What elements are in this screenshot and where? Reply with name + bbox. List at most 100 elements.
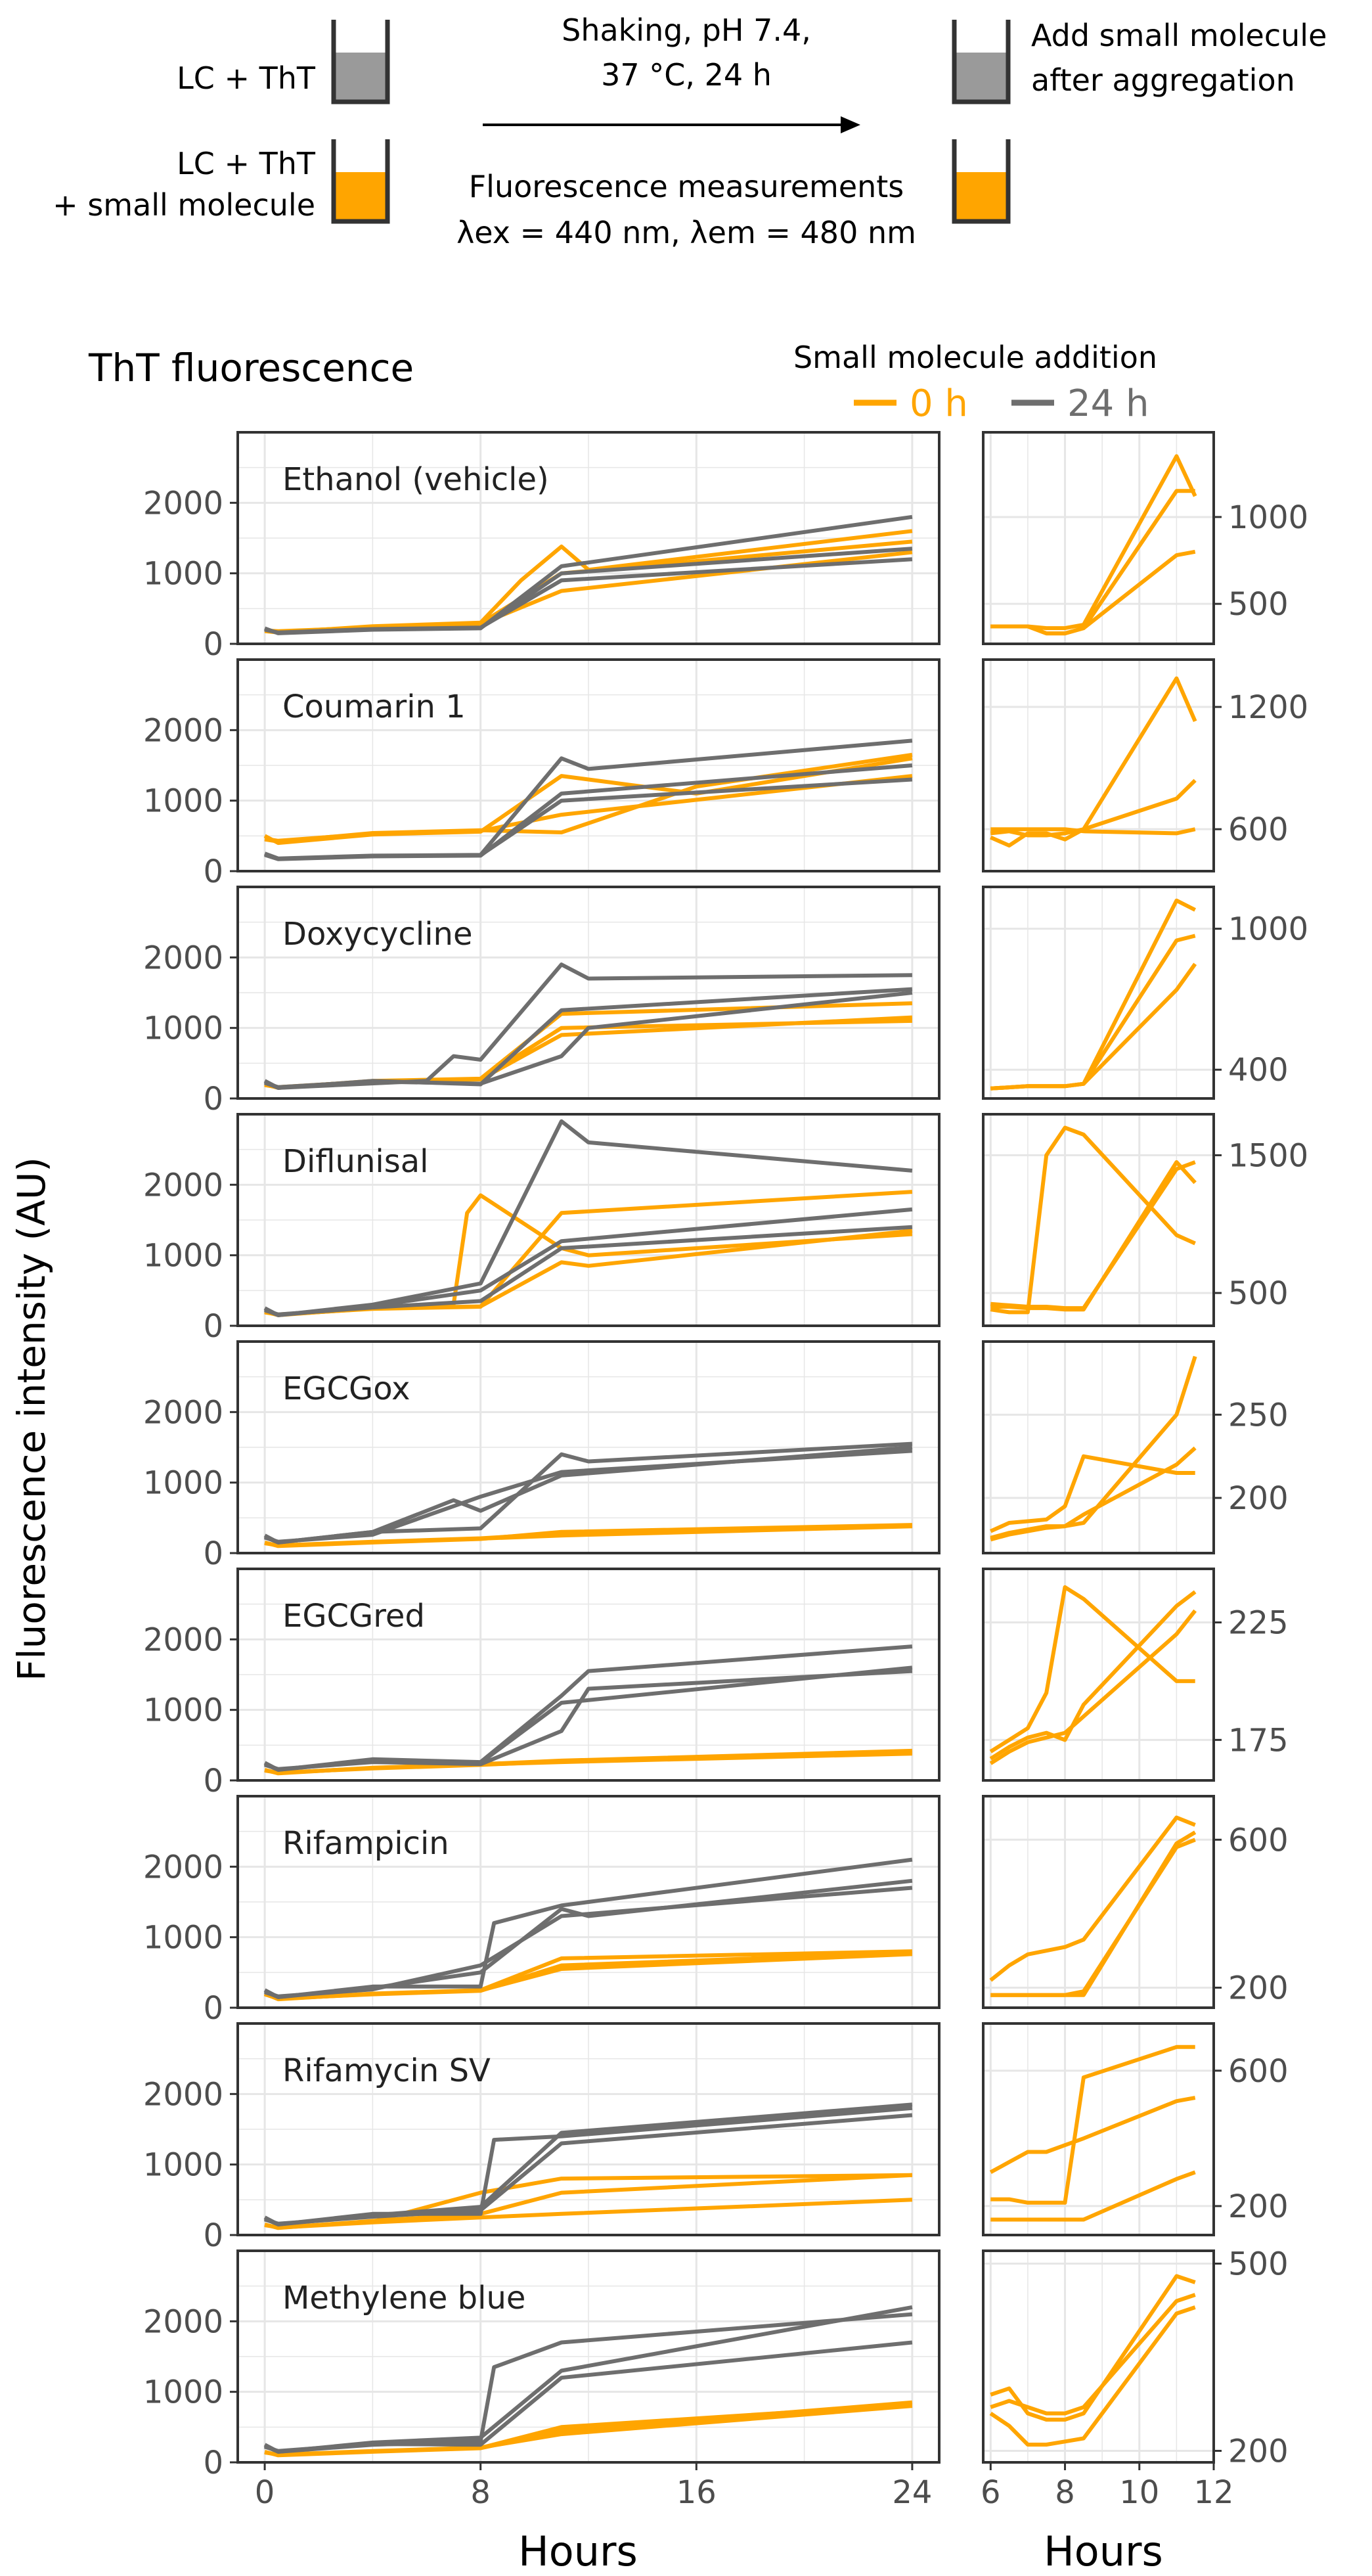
inset-x-tick-label: 6 [981,2474,1001,2511]
main-series-24h [264,1449,913,1544]
conditions-line1: Shaking, pH 7.4, [562,12,811,48]
inset-y-tick-label: 1000 [1228,911,1308,948]
main-series-24h [264,1886,913,1999]
legend-label-0h: 0 h [910,382,968,425]
main-y-tick-label: 1000 [143,2147,223,2184]
process-arrow [483,116,860,133]
main-y-tick-label: 1000 [143,1238,223,1275]
inset-y-tick-label: 200 [1228,2188,1289,2225]
main-plot-frame [236,2022,940,2236]
inset-x-tick-label: 12 [1193,2474,1233,2511]
inset-y-tick-label: 1200 [1228,689,1308,726]
main-y-tick-label: 0 [203,1535,223,1572]
inset-plot-bg [983,2251,1214,2462]
inset-series-0h [990,1125,1196,1315]
inset-series-0h [990,1830,1197,1997]
main-y-tick-label: 2000 [143,2303,223,2340]
main-series-24h [264,777,913,861]
panel-label: Doxycycline [282,916,472,953]
main-y-tick-label: 1000 [143,1692,223,1729]
panel-label: EGCGred [282,1598,425,1635]
schematic-row1-label: LC + ThT [177,60,316,96]
inset-y-tick-label: 1500 [1228,1137,1308,1174]
inset-plot-frame [982,1568,1215,1782]
inset-y-tick-label: 600 [1228,2053,1289,2090]
legend-title: Small molecule addition [793,340,1157,375]
main-y-tick-label: 1000 [143,1920,223,1956]
inset-y-tick-label: 200 [1228,1480,1289,1517]
inset-series-0h [990,2170,1196,2222]
inset-x-tick-label: 10 [1119,2474,1159,2511]
schematic-row2-label-line1: LC + ThT [177,146,316,181]
main-y-tick-label: 2000 [143,2076,223,2113]
main-plot-frame [236,431,940,645]
main-y-tick-label: 2000 [143,712,223,749]
figure-title: ThT fluorescence [88,346,414,390]
main-y-tick-label: 2000 [143,1849,223,1886]
main-y-tick-label: 0 [203,2217,223,2254]
inset-series-0h [990,2293,1196,2416]
inset-y-tick-label: 200 [1228,1970,1289,2006]
main-y-tick-label: 1000 [143,1465,223,1502]
inset-plot-bg [983,1114,1214,1326]
main-y-tick-label: 2000 [143,1621,223,1658]
main-y-tick-label: 1000 [143,556,223,593]
inset-y-tick-label: 500 [1228,1275,1289,1312]
main-x-tick-label: 24 [892,2474,932,2511]
inset-y-tick-label: 175 [1228,1722,1289,1759]
main-series-24h [264,1225,913,1317]
inset-y-tick-label: 225 [1228,1605,1289,1642]
inset-plot-frame [982,2249,1215,2464]
main-series-24h [264,2113,913,2226]
panel-0: 0 1000 2000 Ethanol (vehicle) 500 1000 [143,431,1308,663]
inset-plot-frame [982,1340,1215,1554]
panel-3: 0 1000 2000 Diflunisal 500 1500 [143,1113,1308,1345]
main-y-tick-label: 1000 [143,2374,223,2411]
main-series-24h [264,991,913,1089]
panel-label: EGCGox [282,1370,410,1407]
inset-plot-bg [983,1796,1214,2008]
add-line2: after aggregation [1031,62,1295,98]
main-plot-frame [236,2249,940,2464]
main-plot-frame [236,1113,940,1327]
inset-series-0h [990,2274,1196,2422]
inset-plot-frame [982,886,1215,1100]
panel-6: 0 1000 2000 Rifampicin 200 600 [143,1795,1289,2027]
main-series-0h [264,1524,912,1548]
inset-y-tick-label: 500 [1228,2246,1289,2283]
main-plot-frame [236,658,940,872]
inset-series-0h [989,1585,1195,1753]
inset-series-0h [989,2305,1196,2447]
panel-7: 0 1000 2000 Rifamycin SV 200 600 [143,2022,1289,2254]
panel-label: Methylene blue [282,2280,525,2316]
inset-y-tick-label: 600 [1228,1822,1289,1859]
inset-series-0h [990,2045,1195,2205]
main-y-tick-label: 0 [203,1308,223,1345]
inset-series-0h [989,1609,1197,1765]
legend: 0 h 24 h [854,382,1149,425]
main-y-tick-label: 2000 [143,939,223,976]
vial-lc-tht-small-molecule [331,139,390,224]
main-series-0h [264,1751,912,1775]
main-y-tick-label: 2000 [143,1167,223,1204]
main-y-tick-label: 2000 [143,1394,223,1431]
add-line1: Add small molecule [1031,18,1327,53]
schematic: LC + ThT LC + ThT + small molecule Shaki… [53,12,1327,250]
legend-label-24h: 24 h [1067,382,1149,425]
inset-series-0h [990,779,1197,838]
vial-lc-tht [331,20,390,104]
main-plot-frame [236,1795,940,2009]
inset-plot-bg [983,2023,1214,2235]
inset-y-tick-label: 400 [1228,1052,1289,1089]
main-y-tick-label: 0 [203,853,223,890]
panel-label: Diflunisal [282,1143,428,1180]
inset-series-0h [990,1446,1197,1540]
main-y-tick-label: 1000 [143,1010,223,1047]
main-series-0h [264,774,913,843]
panel-1: 0 1000 2000 Coumarin 1 600 1200 [143,658,1308,890]
y-axis-label: Fluorescence intensity (AU) [9,1157,54,1681]
panel-4: 0 1000 2000 EGCGox 200 250 [143,1340,1289,1572]
panel-label: Ethanol (vehicle) [282,461,549,498]
inset-y-tick-label: 600 [1228,811,1289,848]
